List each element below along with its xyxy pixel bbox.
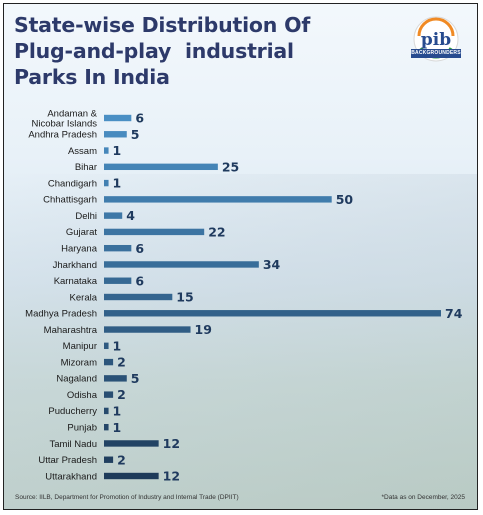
bar-haryana [104,244,132,252]
title-line-3: Parks In India [14,65,170,89]
bar-assam [104,147,109,154]
category-label-odisha: Odisha [67,390,98,401]
value-label-bihar: 25 [222,159,239,174]
category-label-karnataka: Karnataka [54,276,98,287]
bar-chandigarh [104,179,109,187]
bar-nagaland [104,375,127,382]
category-label-madhya-pradesh: Madhya Pradesh [25,309,97,320]
value-label-mizoram: 2 [117,355,126,370]
bar-uttar-pradesh [104,456,114,463]
value-label-andhra-pradesh: 5 [131,127,140,142]
category-label-jharkhand: Jharkhand [53,260,97,271]
bar-kerala [104,293,173,301]
category-label-kerala: Kerala [70,292,98,303]
value-label-kerala: 15 [176,290,193,305]
category-label-nagaland: Nagaland [56,374,97,385]
data-date-note: *Data as on December, 2025 [381,494,465,501]
category-label-andhra-pradesh: Andhra Pradesh [28,130,97,141]
category-label-uttarakhand: Uttarakhand [45,471,97,482]
value-label-madhya-pradesh: 74 [445,306,463,321]
bar-manipur [104,342,109,350]
category-label-maharashtra: Maharashtra [44,325,98,336]
value-label-maharashtra: 19 [195,322,212,337]
bar-andaman-nicobar-islands [104,114,132,122]
category-label-bihar: Bihar [75,162,97,173]
value-label-punjab: 1 [113,420,122,435]
value-label-uttar-pradesh: 2 [117,452,126,467]
category-label-uttar-pradesh: Uttar Pradesh [38,455,97,466]
bar-andhra-pradesh [104,131,127,138]
category-label-andaman-nicobar-islands: Andaman & Nicobar Islands [32,108,98,129]
value-label-andaman-nicobar-islands: 6 [135,111,144,126]
category-label-chandigarh: Chandigarh [48,178,97,189]
value-label-delhi: 4 [126,208,135,223]
chart-title: State-wise Distribution Of Plug-and-play… [14,12,310,90]
category-label-punjab: Punjab [67,422,97,433]
category-label-gujarat: Gujarat [66,227,98,238]
infographic-card: State-wise Distribution Of Plug-and-play… [3,3,478,510]
value-label-manipur: 1 [113,338,122,353]
bar-chart: Andaman & Nicobar Islands 6 Andhra Pradesh 5… [25,108,463,484]
title-line-1: State-wise Distribution Of [14,13,311,37]
bar-gujarat [104,228,205,236]
svg-text:pib: pib [421,30,451,50]
title-line-2: Plug-and-play industrial [14,39,294,63]
bar-odisha [104,391,114,398]
category-label-assam: Assam [68,146,97,157]
bar-uttarakhand [104,472,159,480]
value-label-chhattisgarh: 50 [336,192,354,207]
bar-tamil-nadu [104,440,159,447]
value-label-puducherry: 1 [113,404,122,419]
value-label-jharkhand: 34 [263,257,281,272]
bar-puducherry [104,407,109,415]
value-label-gujarat: 22 [208,225,225,240]
bar-jharkhand [104,261,259,268]
bar-karnataka [104,277,132,284]
bar-chhattisgarh [104,196,332,203]
category-label-mizoram: Mizoram [61,357,98,368]
bar-punjab [104,423,109,431]
value-label-haryana: 6 [135,241,144,256]
value-label-karnataka: 6 [135,273,144,288]
category-label-delhi: Delhi [75,211,97,222]
value-label-tamil-nadu: 12 [163,436,180,451]
category-label-haryana: Haryana [61,243,98,254]
source-note: Source: IILB, Department for Promotion o… [15,494,239,501]
logo-badge: BACKGROUNDERS [411,49,461,58]
category-label-puducherry: Puducherry [48,406,97,417]
value-label-nagaland: 5 [131,371,140,386]
bar-delhi [104,212,123,219]
value-label-chandigarh: 1 [113,176,122,191]
bar-mizoram [104,358,114,366]
value-label-uttarakhand: 12 [163,469,180,484]
bar-madhya-pradesh [104,310,441,317]
category-label-tamil-nadu: Tamil Nadu [49,439,97,450]
category-label-manipur: Manipur [63,341,97,352]
value-label-odisha: 2 [117,387,126,402]
category-label-chhattisgarh: Chhattisgarh [43,195,97,206]
background-image [4,174,477,509]
bar-bihar [104,163,218,171]
bar-maharashtra [104,326,191,333]
value-label-assam: 1 [113,143,122,158]
pib-logo-icon: pib BACKGROUNDERS [411,14,461,64]
